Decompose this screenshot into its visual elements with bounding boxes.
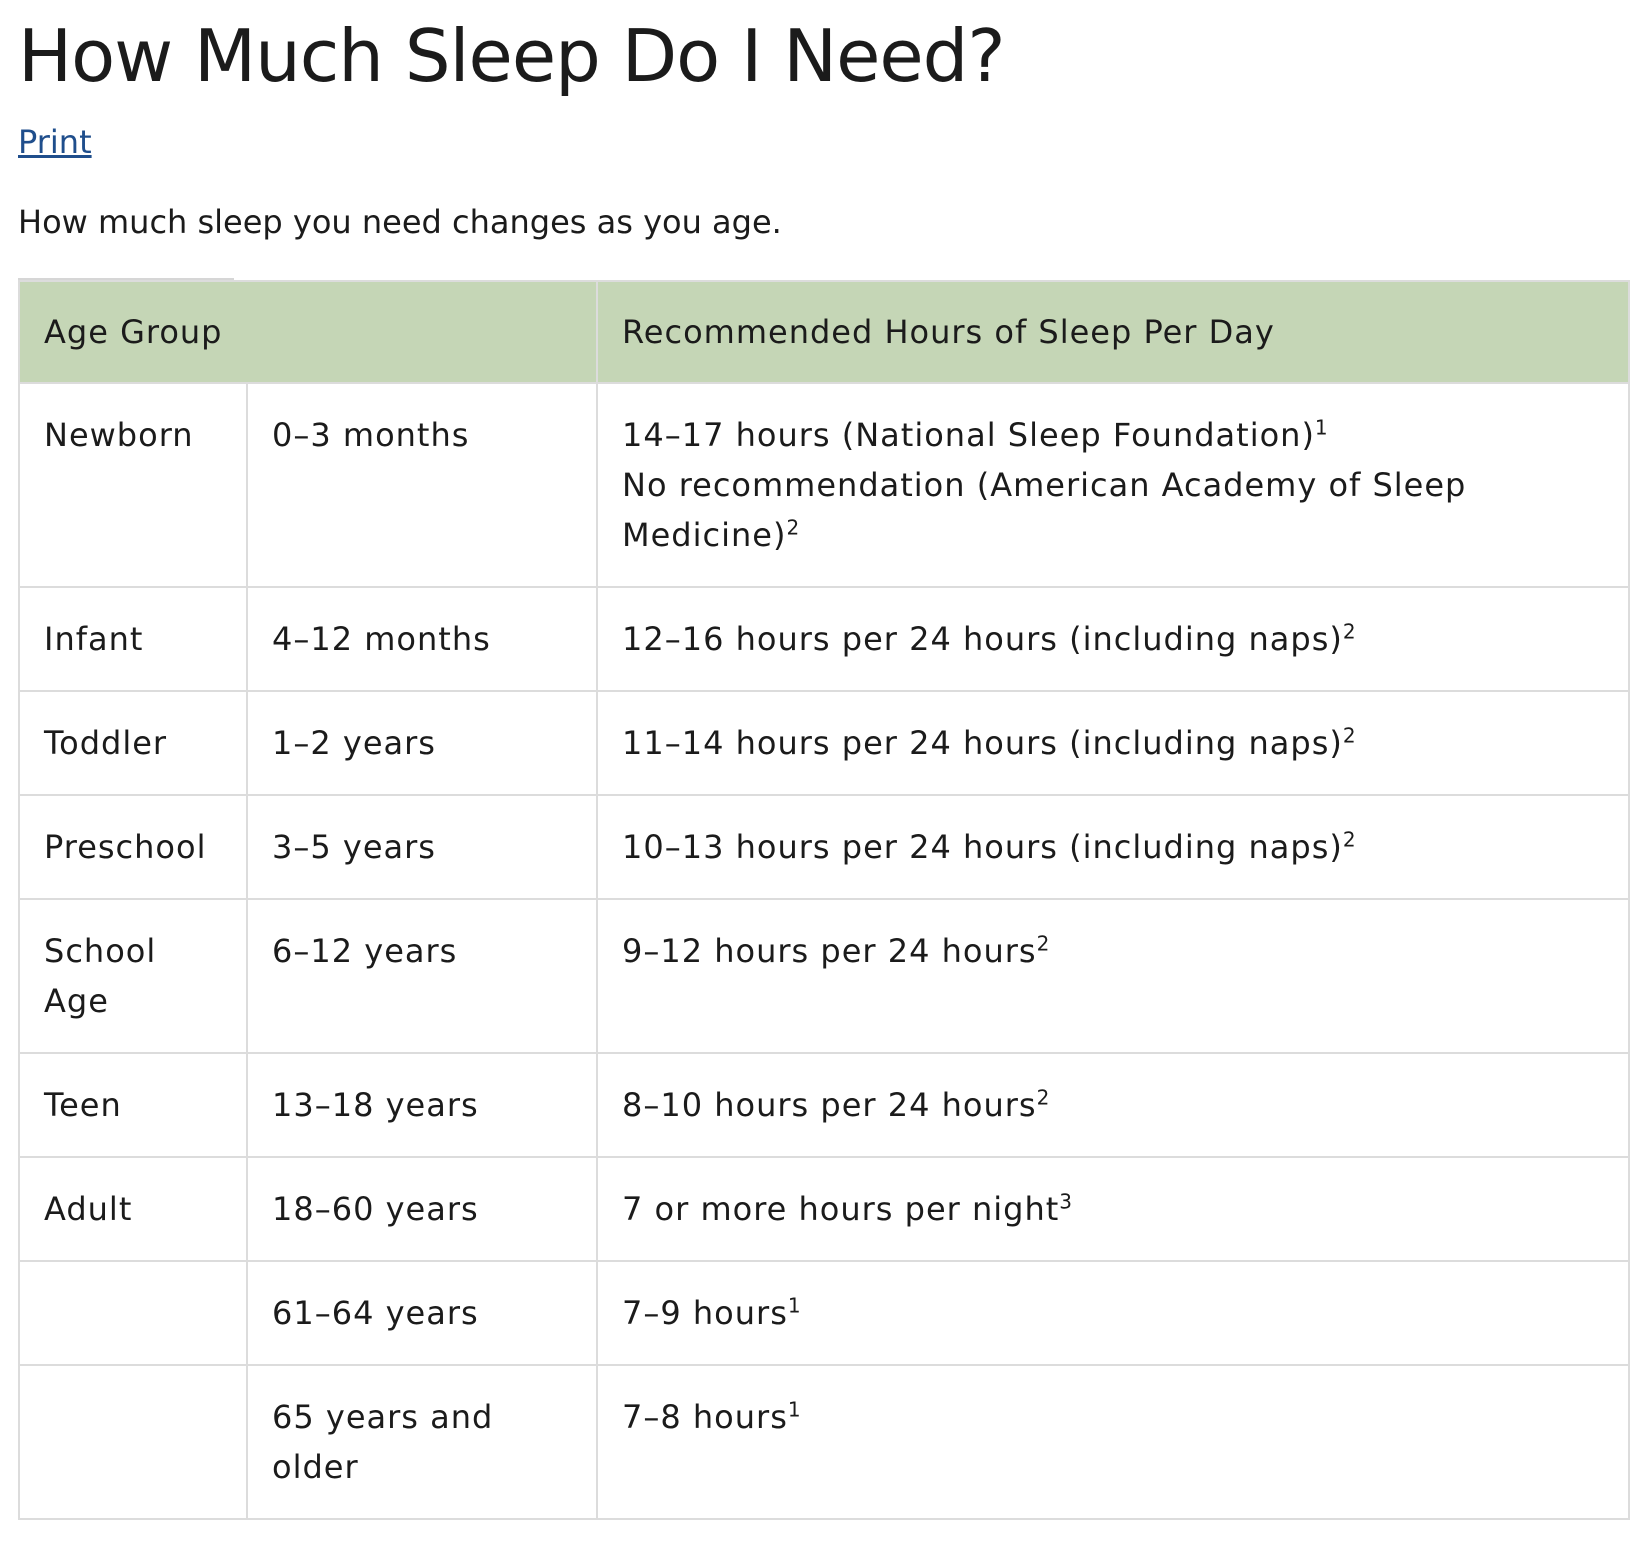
age-group-cell: Infant xyxy=(18,586,248,692)
table-body: Newborn 0–3 months 14–17 hours (National S… xyxy=(18,382,1630,1520)
recommended-hours-cell: 7 or more hours per night3 xyxy=(596,1156,1630,1262)
recommendation-line: 8–10 hours per 24 hours2 xyxy=(622,1080,1604,1130)
recommendation-line: 7–9 hours1 xyxy=(622,1288,1604,1338)
footnote-reference: 1 xyxy=(787,1293,801,1318)
intro-text: How much sleep you need changes as you a… xyxy=(18,203,782,241)
recommendation-text: 11–14 hours per 24 hours (including naps… xyxy=(622,724,1343,762)
recommendation-text: 9–12 hours per 24 hours xyxy=(622,932,1037,970)
age-group-header: Age Group xyxy=(18,280,598,384)
age-group-cell: Teen xyxy=(18,1052,248,1158)
age-range-cell: 0–3 months xyxy=(246,382,598,588)
recommended-hours-cell: 7–8 hours1 xyxy=(596,1364,1630,1520)
recommendation-text: 7–9 hours xyxy=(622,1294,788,1332)
recommended-hours-cell: 14–17 hours (National Sleep Foundation)1… xyxy=(596,382,1630,588)
age-group-cell: Toddler xyxy=(18,690,248,796)
footnote-reference: 2 xyxy=(1342,827,1356,852)
footnote-reference: 1 xyxy=(787,1397,801,1422)
recommendation-text: 7–8 hours xyxy=(622,1398,788,1436)
table-row: Toddler 1–2 years 11–14 hours per 24 hours… xyxy=(18,690,1630,796)
recommendation-text: 12–16 hours per 24 hours (including naps… xyxy=(622,620,1343,658)
footnote-reference: 2 xyxy=(786,515,800,540)
page-content: How Much Sleep Do I Need? Print How much… xyxy=(18,14,1630,1520)
age-range-cell: 65 years and older xyxy=(246,1364,598,1520)
table-row: 65 years and older 7–8 hours1 xyxy=(18,1364,1630,1520)
footnote-reference: 2 xyxy=(1342,723,1356,748)
recommended-hours-cell: 7–9 hours1 xyxy=(596,1260,1630,1366)
age-group-cell: Newborn xyxy=(18,382,248,588)
age-group-cell: Preschool xyxy=(18,794,248,900)
recommendation-line: No recommendation (American Academy of S… xyxy=(622,460,1604,560)
age-group-cell xyxy=(18,1260,248,1366)
table-row: Infant 4–12 months 12–16 hours per 24 hour… xyxy=(18,586,1630,692)
sleep-recommendations-table: Age Group Recommended Hours of Sleep Per… xyxy=(18,280,1630,1520)
recommendation-line: 12–16 hours per 24 hours (including naps… xyxy=(622,614,1604,664)
table-row: Newborn 0–3 months 14–17 hours (National S… xyxy=(18,382,1630,588)
age-range-cell: 61–64 years xyxy=(246,1260,598,1366)
recommended-hours-cell: 12–16 hours per 24 hours (including naps… xyxy=(596,586,1630,692)
recommendation-text: 7 or more hours per night xyxy=(622,1190,1060,1228)
table-header-row: Age Group Recommended Hours of Sleep Per… xyxy=(18,280,1630,384)
footnote-reference: 2 xyxy=(1342,619,1356,644)
print-link[interactable]: Print xyxy=(18,123,92,161)
recommended-hours-cell: 9–12 hours per 24 hours2 xyxy=(596,898,1630,1054)
age-group-cell xyxy=(18,1364,248,1520)
table-row: Preschool 3–5 years 10–13 hours per 24 hou… xyxy=(18,794,1630,900)
recommendation-line: 7 or more hours per night3 xyxy=(622,1184,1604,1234)
age-group-cell: Adult xyxy=(18,1156,248,1262)
age-range-cell: 6–12 years xyxy=(246,898,598,1054)
recommended-hours-cell: 10–13 hours per 24 hours (including naps… xyxy=(596,794,1630,900)
recommendation-line: 14–17 hours (National Sleep Foundation)1 xyxy=(622,410,1604,460)
recommendation-line: 11–14 hours per 24 hours (including naps… xyxy=(622,718,1604,768)
recommendation-text: No recommendation (American Academy of S… xyxy=(622,466,1467,554)
age-range-cell: 1–2 years xyxy=(246,690,598,796)
age-group-cell: School Age xyxy=(18,898,248,1054)
age-range-cell: 3–5 years xyxy=(246,794,598,900)
age-range-cell: 18–60 years xyxy=(246,1156,598,1262)
table-row: Adult 18–60 years 7 or more hours per nigh… xyxy=(18,1156,1630,1262)
footnote-reference: 3 xyxy=(1059,1189,1073,1214)
recommended-hours-header: Recommended Hours of Sleep Per Day xyxy=(596,280,1630,384)
table-row: School Age 6–12 years 9–12 hours per 24 ho… xyxy=(18,898,1630,1054)
age-range-cell: 4–12 months xyxy=(246,586,598,692)
recommendation-line: 7–8 hours1 xyxy=(622,1392,1604,1442)
recommended-hours-cell: 8–10 hours per 24 hours2 xyxy=(596,1052,1630,1158)
recommendation-text: 14–17 hours (National Sleep Foundation) xyxy=(622,416,1315,454)
footnote-reference: 2 xyxy=(1036,931,1050,956)
recommendation-line: 9–12 hours per 24 hours2 xyxy=(622,926,1604,976)
table-top-divider xyxy=(18,278,234,280)
recommendation-text: 10–13 hours per 24 hours (including naps… xyxy=(622,828,1343,866)
footnote-reference: 2 xyxy=(1036,1085,1050,1110)
page-title: How Much Sleep Do I Need? xyxy=(18,14,1006,98)
recommended-hours-cell: 11–14 hours per 24 hours (including naps… xyxy=(596,690,1630,796)
age-range-cell: 13–18 years xyxy=(246,1052,598,1158)
footnote-reference: 1 xyxy=(1314,415,1328,440)
recommendation-text: 8–10 hours per 24 hours xyxy=(622,1086,1037,1124)
recommendation-line: 10–13 hours per 24 hours (including naps… xyxy=(622,822,1604,872)
table-row: Teen 13–18 years 8–10 hours per 24 hours2 xyxy=(18,1052,1630,1158)
table-row: 61–64 years 7–9 hours1 xyxy=(18,1260,1630,1366)
